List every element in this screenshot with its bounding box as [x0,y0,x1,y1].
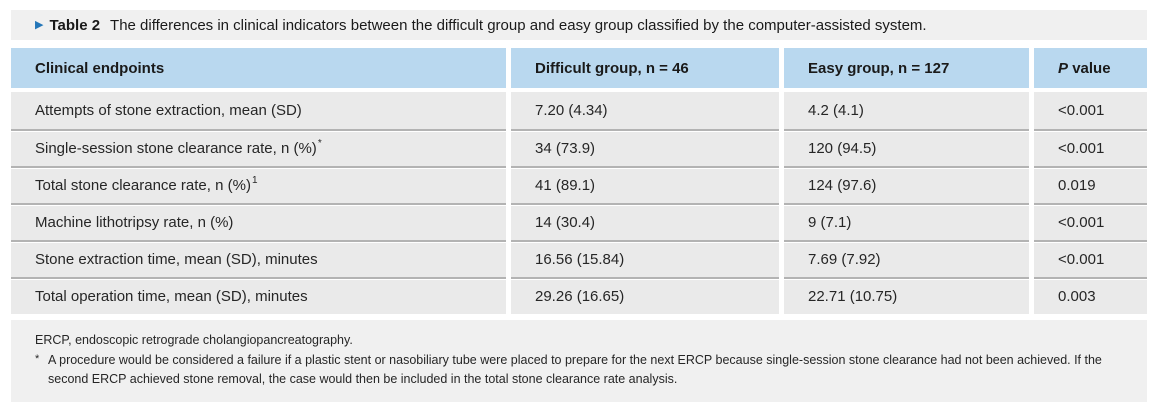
table-row: Single-session stone clearance rate, n (… [11,129,1147,166]
column-header-clinical-endpoints: Clinical endpoints [11,48,506,88]
cell-easy-group-value: 9 (7.1) [784,203,1029,240]
endpoint-superscript: 1 [251,174,258,186]
cell-easy-group-value: 7.69 (7.92) [784,240,1029,277]
cell-p-value: <0.001 [1034,92,1147,129]
cell-p-value: <0.001 [1034,203,1147,240]
table-body: Attempts of stone extraction, mean (SD) … [11,92,1147,314]
caption-arrow-icon: ▶ [35,18,44,31]
column-header-easy-group: Easy group, n = 127 [784,48,1029,88]
column-header-difficult-group: Difficult group, n = 46 [511,48,779,88]
table-row: Total stone clearance rate, n (%) 1 41 (8… [11,166,1147,203]
cell-clinical-endpoint: Total operation time, mean (SD), minutes [11,277,506,314]
cell-difficult-group-value: 16.56 (15.84) [511,240,779,277]
cell-clinical-endpoint: Attempts of stone extraction, mean (SD) [11,92,506,129]
cell-p-value: 0.019 [1034,166,1147,203]
cell-difficult-group-value: 41 (89.1) [511,166,779,203]
cell-easy-group-value: 120 (94.5) [784,129,1029,166]
cell-difficult-group-value: 14 (30.4) [511,203,779,240]
table-caption: ▶ Table 2 The differences in clinical in… [11,10,1147,40]
p-value-header-label: P value [1058,59,1111,77]
cell-clinical-endpoint: Total stone clearance rate, n (%) 1 [11,166,506,203]
column-header-p-value: P value [1034,48,1147,88]
cell-difficult-group-value: 29.26 (16.65) [511,277,779,314]
cell-clinical-endpoint: Single-session stone clearance rate, n (… [11,129,506,166]
footnote-asterisk-marker: * [35,352,40,365]
cell-clinical-endpoint: Stone extraction time, mean (SD), minute… [11,240,506,277]
footnote-abbreviation: ERCP, endoscopic retrograde cholangiopan… [35,333,353,347]
cell-p-value: 0.003 [1034,277,1147,314]
table-footnotes: ERCP, endoscopic retrograde cholangiopan… [11,320,1147,402]
table-row: Stone extraction time, mean (SD), minute… [11,240,1147,277]
footnote-asterisk-text: A procedure would be considered a failur… [48,352,1102,387]
caption-label: Table 2 [49,16,101,34]
cell-difficult-group-value: 7.20 (4.34) [511,92,779,129]
cell-clinical-endpoint: Machine lithotripsy rate, n (%) [11,203,506,240]
cell-easy-group-value: 124 (97.6) [784,166,1029,203]
cell-difficult-group-value: 34 (73.9) [511,129,779,166]
cell-easy-group-value: 22.71 (10.75) [784,277,1029,314]
cell-easy-group-value: 4.2 (4.1) [784,92,1029,129]
table-header-row: Clinical endpoints Difficult group, n = … [11,48,1147,88]
caption-text: The differences in clinical indicators b… [110,16,927,34]
table-row: Machine lithotripsy rate, n (%) 14 (30.4… [11,203,1147,240]
cell-p-value: <0.001 [1034,240,1147,277]
cell-p-value: <0.001 [1034,129,1147,166]
table-row: Attempts of stone extraction, mean (SD) … [11,92,1147,129]
footnote-asterisk: * A procedure would be considered a fail… [35,351,1127,390]
endpoint-superscript: * [317,137,322,149]
table-row: Total operation time, mean (SD), minutes… [11,277,1147,314]
